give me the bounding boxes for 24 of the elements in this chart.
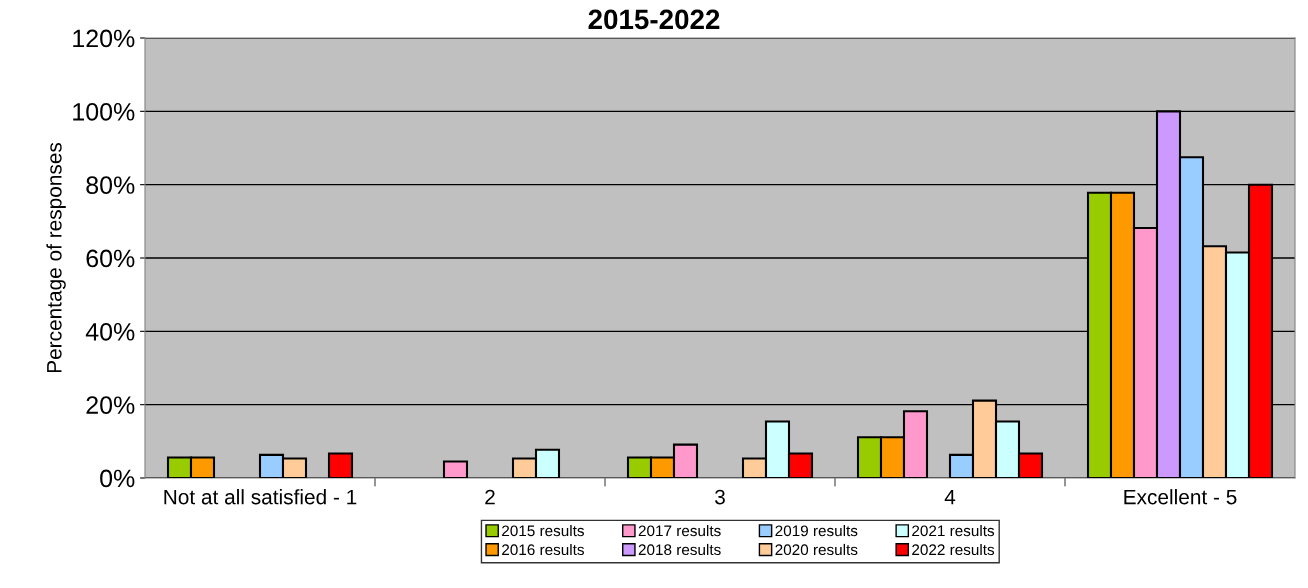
y-tick-label: 40%	[85, 322, 135, 341]
y-tick-label: 60%	[86, 249, 135, 268]
legend-label: 2016 results	[502, 543, 584, 556]
y-tick-label: 80%	[86, 176, 135, 194]
legend-label: 2021 results	[912, 524, 995, 537]
legend-label: 2022 results	[912, 543, 995, 556]
x-tick-label: 2	[485, 489, 495, 505]
x-tick-label: 3	[715, 489, 725, 505]
legend-label: 2018 results	[638, 543, 721, 556]
bar	[442, 460, 469, 478]
y-axis-title: Percentage of responses	[46, 142, 66, 373]
legend-label: 2015 results	[502, 524, 584, 537]
y-tick-label: 120%	[73, 29, 135, 48]
chart-title: 2015-2022	[588, 9, 720, 30]
x-tick-label: 4	[944, 489, 956, 505]
x-tick-label: Excellent - 5	[1124, 489, 1237, 505]
bar	[327, 452, 354, 478]
y-tick-label: 0%	[100, 469, 135, 488]
legend-label: 2017 results	[638, 524, 721, 537]
x-tick-label: Not at all satisfied - 1	[164, 489, 357, 505]
legend-label: 2020 results	[775, 543, 858, 556]
y-tick-label: 20%	[86, 396, 135, 414]
y-tick-label: 100%	[73, 102, 135, 121]
legend-label: 2019 results	[775, 524, 858, 537]
